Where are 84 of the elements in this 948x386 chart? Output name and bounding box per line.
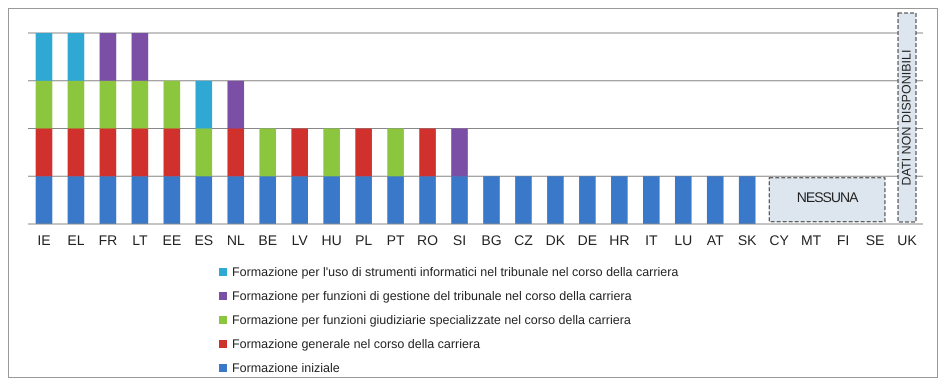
legend-label: Formazione generale nel corso della carriera [232,337,480,351]
x-tick-label: EE [162,232,182,248]
bar [387,128,404,176]
bar [674,176,692,224]
x-tick-label: NL [226,232,245,248]
bar [132,128,148,176]
x-tick-label: PT [386,232,405,248]
bar [259,128,276,176]
bar [68,176,84,224]
bar [195,176,212,224]
bar [132,176,148,224]
bar [132,80,148,128]
bar [100,80,116,128]
bar [132,33,148,81]
legend-label: Formazione iniziale [232,361,340,375]
bar [164,80,180,128]
bar [291,128,308,176]
bar [323,176,340,224]
bar [195,128,212,176]
bar [100,176,116,224]
bar [611,176,628,224]
x-tick-label: BG [481,232,502,248]
x-tick-label: IE [37,232,51,248]
x-tick-label: SI [452,232,466,248]
x-tick-label: PL [355,232,372,248]
bar [164,128,180,176]
bar [68,128,84,176]
x-tick-label: LT [132,232,148,248]
x-tick-label: ES [194,232,214,248]
annotation: NESSUNA [796,188,860,205]
legend-label: Formazione per l'uso di strumenti informatici nel tribunale nel corso della carriera [232,265,678,279]
bar [227,128,244,176]
bar [68,80,84,128]
x-tick-label: CZ [514,232,534,248]
x-tick-label: MT [801,232,822,248]
bar [227,176,244,224]
x-tick-label: AT [706,232,724,248]
x-tick-label: BE [258,232,278,248]
bar [547,176,564,224]
bar [355,128,372,176]
bar [36,176,52,224]
x-tick-label: DE [578,232,598,248]
x-tick-label: UK [897,232,918,248]
x-tick-label: CY [769,232,790,248]
bar [100,128,116,176]
x-tick-label: SK [738,232,758,248]
x-tick-label: DK [546,232,566,248]
x-tick-label: HU [322,232,342,248]
bar [706,176,724,224]
bar [451,176,468,224]
bar [195,80,212,128]
bar [579,176,596,224]
x-tick-label: LV [292,232,308,248]
bar [419,176,436,224]
legend-label: Formazione per funzioni giudiziarie specializzate nel corso della carriera [232,313,631,327]
bar [36,80,52,128]
x-tick-label: EL [67,232,85,248]
bar [323,128,340,176]
x-tick-label: RO [417,232,438,248]
bar [515,176,532,224]
bar [36,128,52,176]
x-tick-label: SE [866,232,884,248]
bar [642,176,660,224]
x-tick-label: LU [674,232,692,248]
bar [451,128,468,176]
x-tick-label: FI [836,232,850,248]
bar [355,176,372,224]
x-tick-label: FR [98,232,118,248]
bar [164,176,180,224]
x-tick-label: IT [645,232,658,248]
bar [419,128,436,176]
bar [483,176,500,224]
x-tick-label: HR [609,232,630,248]
bar [259,176,276,224]
bar [36,33,52,81]
legend-label: Formazione per funzioni di gestione del tribunale nel corso della carriera [232,289,632,303]
bar [100,33,116,81]
note-box: NESSUNA [768,177,886,222]
band-label: DATI NON DISPONIBILI [899,50,914,186]
bar [738,176,756,224]
bar [387,176,404,224]
bar [291,176,308,224]
bar [68,33,84,81]
bar [227,80,244,128]
